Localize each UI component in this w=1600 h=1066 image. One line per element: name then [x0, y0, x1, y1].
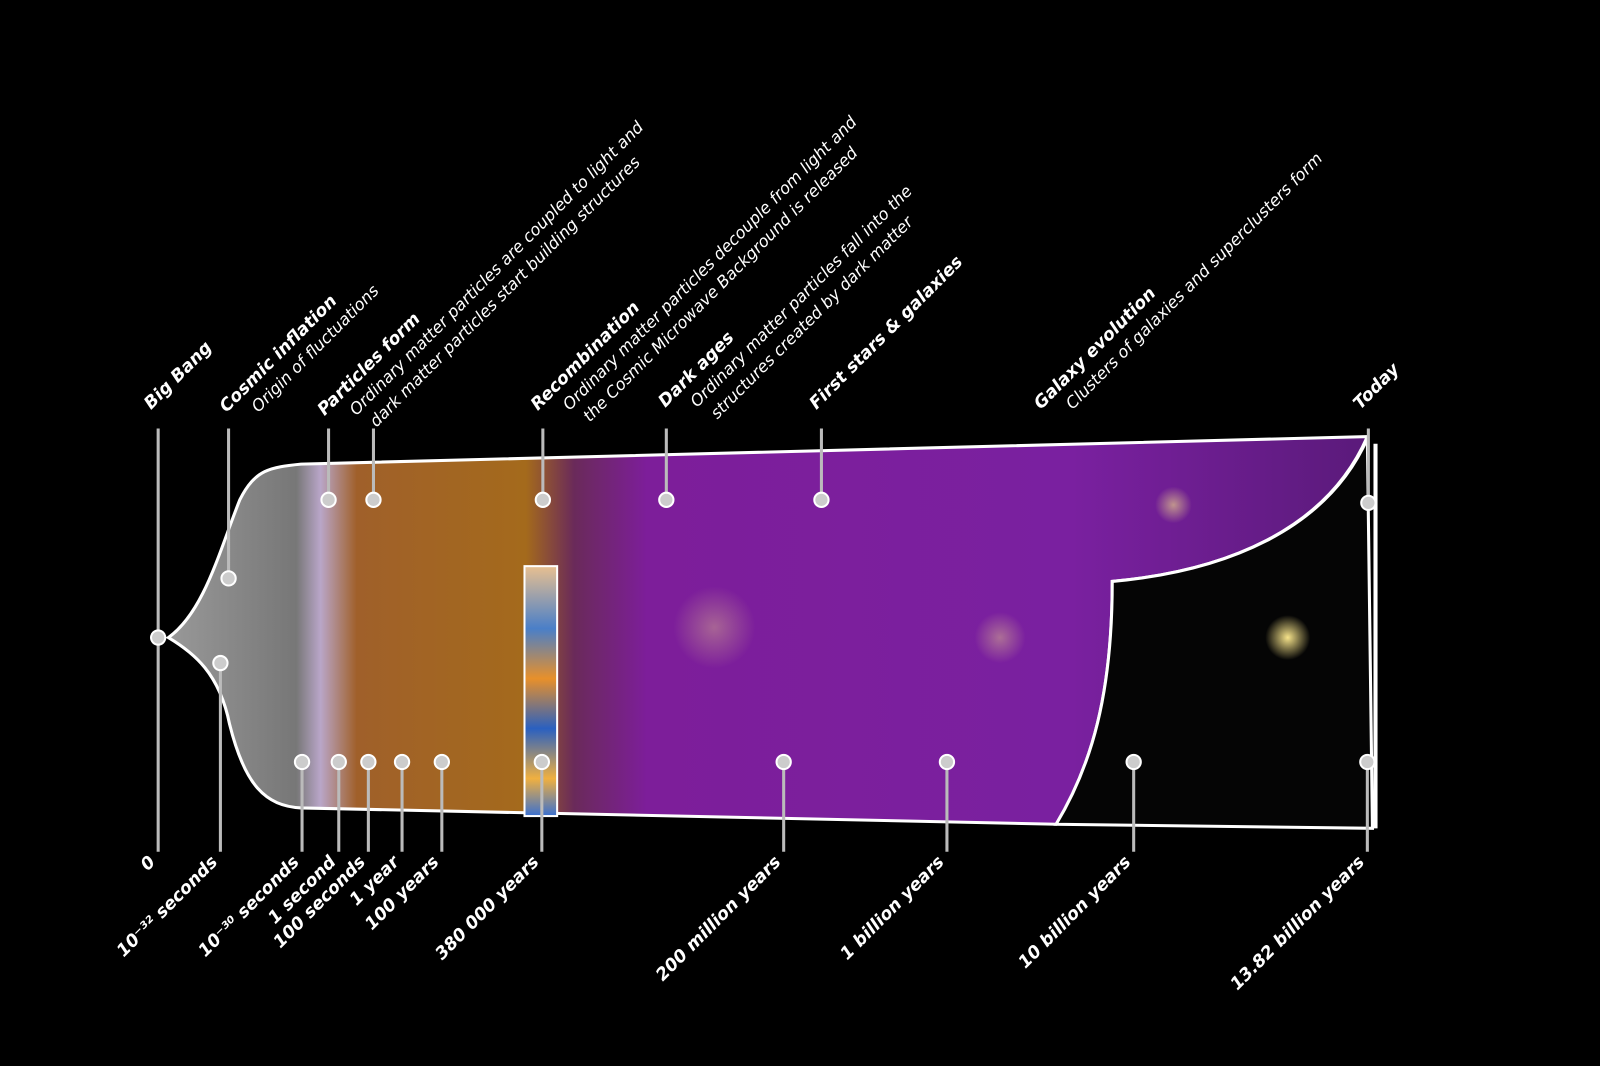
event-dot [320, 491, 337, 509]
galaxy-glow [673, 586, 756, 669]
event-dot [813, 491, 830, 509]
time-text: 13.82 billion years [1227, 852, 1369, 994]
time-dot [393, 753, 411, 771]
event-label: Big Bang [140, 338, 216, 414]
time-text: 1 billion years [837, 852, 949, 964]
event-dot [1360, 494, 1377, 512]
time-label: 200 million years [652, 852, 785, 985]
event-title: Today [1350, 359, 1404, 413]
galaxy-glow [1265, 615, 1311, 661]
time-text: 0 [137, 852, 160, 875]
time-label: 0 [137, 852, 160, 875]
event-dot [658, 491, 675, 509]
time-dot [360, 753, 377, 771]
time-dot [533, 753, 550, 771]
event-title: Big Bang [140, 338, 216, 414]
time-dot [330, 753, 347, 771]
time-dot [1125, 753, 1142, 771]
galaxy-glow [1155, 486, 1192, 524]
event-dot [534, 491, 552, 509]
galaxy-glow [974, 612, 1026, 664]
event-label: Today [1350, 359, 1404, 413]
event-description: Clusters of galaxies and superclusters f… [1062, 149, 1326, 413]
time-dot [1359, 753, 1376, 771]
time-dot [150, 629, 167, 646]
event-dot [220, 570, 237, 587]
time-dot [293, 753, 311, 771]
time-label: 380 000 years [432, 852, 544, 964]
time-label: 10 billion years [1015, 852, 1135, 972]
time-text: 200 million years [652, 852, 785, 985]
time-dot [775, 753, 792, 771]
time-dot [938, 753, 956, 771]
time-label: 13.82 billion years [1227, 852, 1369, 994]
time-dot [433, 753, 451, 771]
time-dot [212, 654, 229, 672]
time-label: 1 billion years [837, 852, 949, 964]
time-text: 10 billion years [1015, 852, 1135, 972]
event-title: Galaxy evolution [1030, 284, 1160, 414]
time-text: 380 000 years [432, 852, 544, 964]
event-dot [365, 491, 382, 509]
